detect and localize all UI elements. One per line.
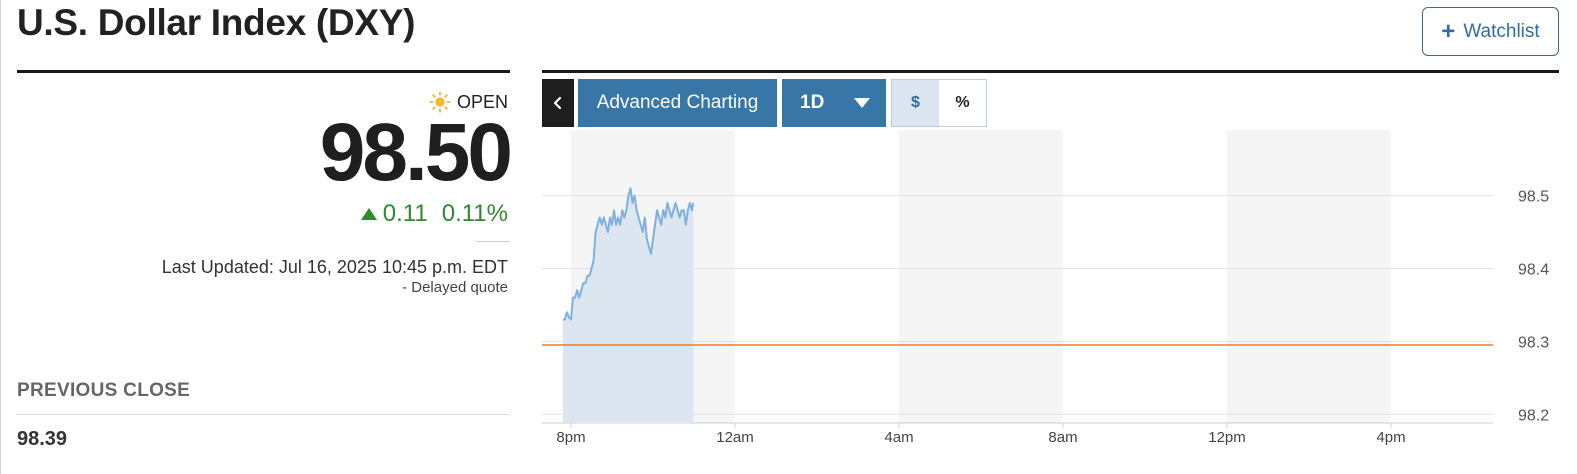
y-tick-label: 98.4 — [1518, 261, 1549, 278]
quote-divider — [17, 70, 510, 73]
market-status: OPEN — [429, 91, 508, 113]
chevron-left-icon — [553, 96, 562, 110]
y-tick-label: 98.5 — [1518, 189, 1549, 206]
add-to-watchlist-button[interactable]: + Watchlist — [1422, 7, 1559, 56]
previous-close-divider — [17, 414, 510, 415]
chart-divider — [542, 70, 1559, 73]
chart-band-2 — [1227, 130, 1391, 423]
time-range-dropdown[interactable]: 1D — [782, 79, 886, 127]
x-tick-label: 12pm — [1208, 429, 1246, 446]
y-tick-label: 98.3 — [1518, 334, 1549, 351]
value-mode-toggle: $ % — [891, 79, 987, 127]
x-tick-label: 12am — [716, 429, 754, 446]
chevron-down-icon — [854, 98, 870, 108]
chart-toolbar: Advanced Charting 1D $ % — [542, 79, 987, 127]
time-range-label: 1D — [800, 92, 825, 113]
change-divider — [476, 241, 510, 242]
change-value: 0.11 — [382, 200, 428, 227]
last-updated: Last Updated: Jul 16, 2025 10:45 p.m. ED… — [161, 257, 508, 277]
x-tick-label: 4am — [884, 429, 913, 446]
page-title: U.S. Dollar Index (DXY) — [17, 2, 416, 43]
advanced-charting-button[interactable]: Advanced Charting — [578, 79, 777, 127]
previous-close-label: PREVIOUS CLOSE — [17, 380, 191, 401]
chart-band-1 — [899, 130, 1063, 423]
sun-icon — [429, 91, 451, 113]
delayed-quote-note: - Delayed quote — [402, 279, 508, 296]
price-change: 0.11 0.11% — [360, 200, 508, 228]
y-tick-label: 98.2 — [1518, 407, 1549, 424]
dollar-mode-button[interactable]: $ — [892, 80, 939, 126]
x-tick-label: 4pm — [1376, 429, 1405, 446]
x-tick-label: 8pm — [556, 429, 585, 446]
watchlist-label: Watchlist — [1463, 20, 1540, 42]
change-percent: 0.11% — [441, 200, 508, 227]
x-tick-label: 8am — [1048, 429, 1077, 446]
up-arrow-icon — [360, 208, 377, 220]
price-line — [562, 187, 695, 321]
plus-icon: + — [1441, 17, 1456, 45]
current-price: 98.50 — [319, 107, 513, 198]
collapse-chart-button[interactable] — [542, 79, 574, 127]
percent-mode-button[interactable]: % — [939, 80, 986, 126]
page-left-border — [0, 0, 1, 474]
previous-close-value: 98.39 — [17, 428, 68, 450]
market-status-label: OPEN — [456, 91, 508, 112]
